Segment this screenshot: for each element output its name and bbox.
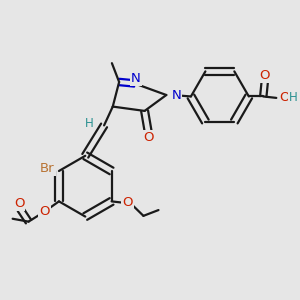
Text: O: O [14,197,24,210]
Text: H: H [85,117,94,130]
Text: H: H [289,91,297,104]
Text: O: O [260,69,270,82]
Text: N: N [172,88,181,101]
Text: O: O [279,91,290,104]
Text: O: O [39,205,50,218]
Text: Br: Br [40,162,55,175]
Text: N: N [131,72,141,85]
Text: O: O [122,196,133,209]
Text: O: O [143,131,154,144]
